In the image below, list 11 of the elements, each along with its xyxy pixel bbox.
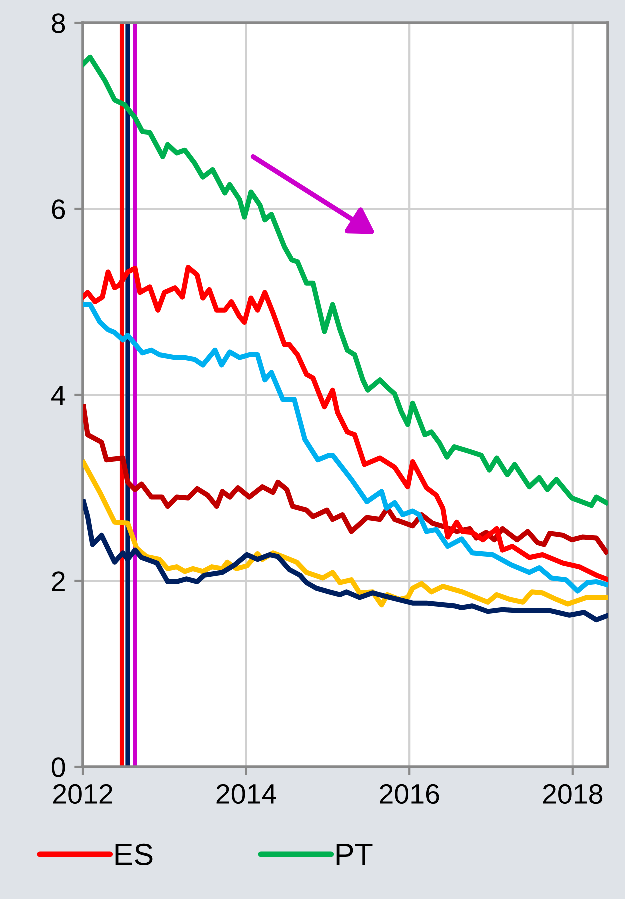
y-tick-label: 6: [52, 200, 66, 220]
y-tick-label: 2: [52, 572, 65, 592]
x-tick-label: 2016: [380, 784, 440, 804]
x-tick-label: 2018: [543, 784, 603, 804]
legend-label: PT: [336, 844, 373, 866]
y-tick-label: 0: [52, 758, 66, 778]
x-tick-label: 2012: [54, 784, 113, 804]
y-tick-label: 4: [52, 386, 66, 406]
x-tick-label: 2014: [216, 784, 276, 804]
legend-label: ES: [116, 844, 153, 866]
y-tick-label: 8: [52, 14, 66, 34]
